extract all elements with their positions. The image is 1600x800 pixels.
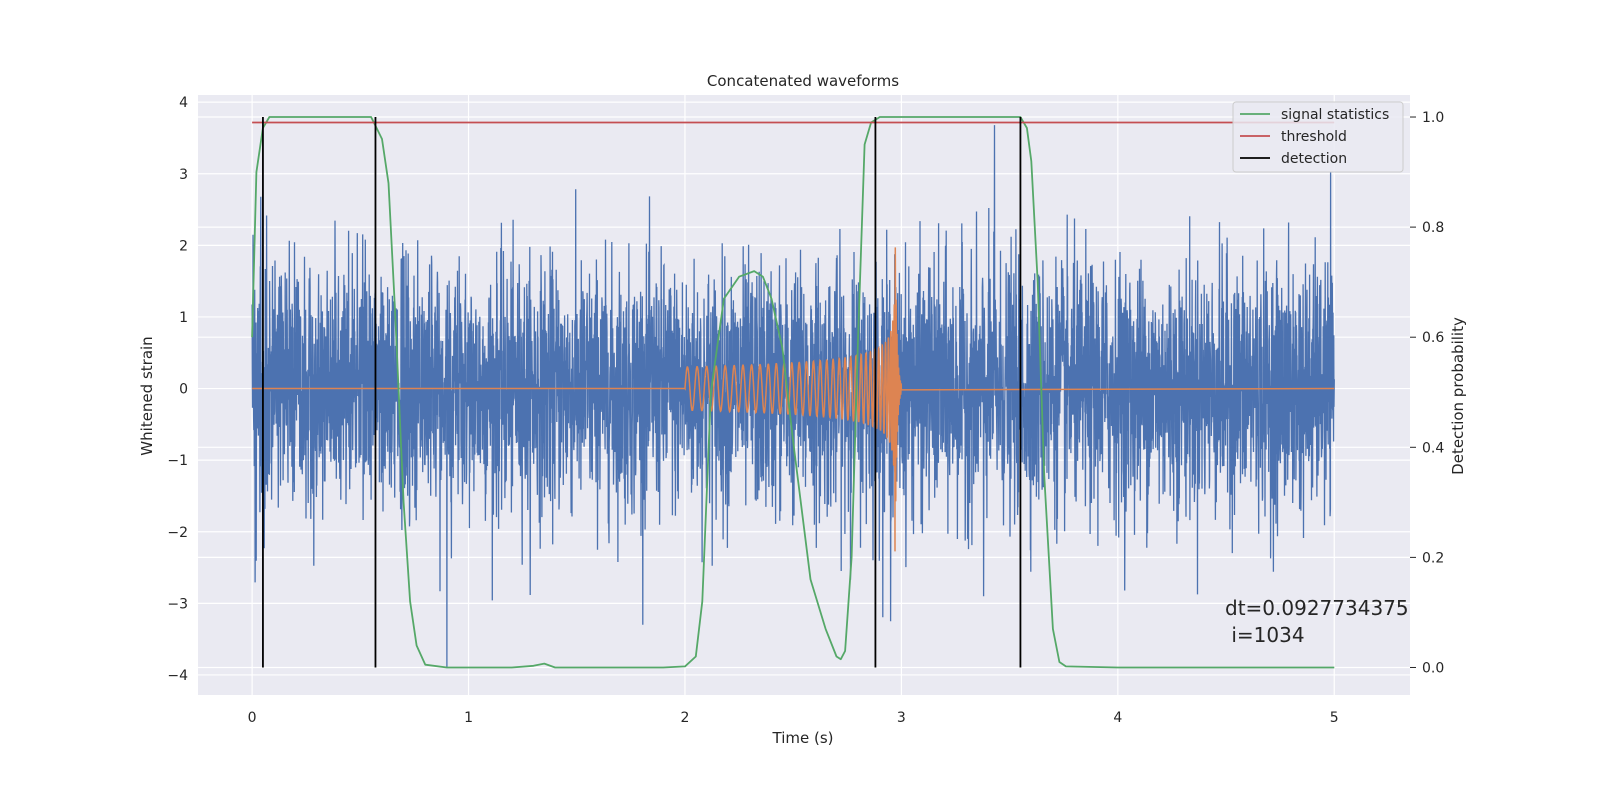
y-tick-label: −3 xyxy=(167,596,188,612)
y2-axis-ticks: 0.0 0.2 0.4 0.6 0.8 1.0 xyxy=(1410,110,1444,676)
x-tick-label: 2 xyxy=(681,710,690,726)
x-axis-ticks: 0 1 2 3 4 5 xyxy=(248,710,1339,726)
y2-tick-label: 0.2 xyxy=(1422,550,1444,566)
y2-tick-label: 0.4 xyxy=(1422,440,1444,456)
y2-tick-label: 1.0 xyxy=(1422,110,1444,126)
y-tick-label: −2 xyxy=(167,525,188,541)
data-lines xyxy=(251,116,1335,669)
noise-series xyxy=(251,125,1335,668)
x-tick-label: 1 xyxy=(464,710,473,726)
legend: signal statistics threshold detection xyxy=(1232,101,1404,173)
chart-title: Concatenated waveforms xyxy=(707,72,899,90)
signal-statistics-line xyxy=(251,116,1335,669)
legend-label-threshold: threshold xyxy=(1281,129,1347,145)
x-axis-label: Time (s) xyxy=(772,729,834,747)
y-tick-label: −4 xyxy=(167,668,188,684)
y-tick-label: 4 xyxy=(179,95,188,111)
y-tick-label: 0 xyxy=(179,382,188,398)
y-tick-label: −1 xyxy=(167,453,188,469)
x-tick-label: 4 xyxy=(1113,710,1122,726)
x-tick-label: 0 xyxy=(248,710,257,726)
x-tick-label: 3 xyxy=(897,710,906,726)
annotation-i: i=1034 xyxy=(1225,623,1305,647)
legend-box xyxy=(1232,101,1404,173)
y-tick-label: 2 xyxy=(179,238,188,254)
y2-tick-label: 0.6 xyxy=(1422,330,1444,346)
y2-tick-label: 0.0 xyxy=(1422,660,1444,676)
y-axis-ticks: −4 −3 −2 −1 0 1 2 3 4 xyxy=(167,95,188,684)
legend-label-detection: detection xyxy=(1281,151,1347,167)
y-tick-label: 3 xyxy=(179,167,188,183)
y-tick-label: 1 xyxy=(179,310,188,326)
y2-tick-label: 0.8 xyxy=(1422,220,1444,236)
x-tick-label: 5 xyxy=(1330,710,1339,726)
y2-axis-label: Detection probability xyxy=(1449,317,1467,475)
template-series xyxy=(252,247,1335,552)
annotation-dt: dt=0.0927734375 xyxy=(1225,596,1409,620)
y-axis-label: Whitened strain xyxy=(138,336,156,455)
legend-label-signal-statistics: signal statistics xyxy=(1281,107,1389,123)
